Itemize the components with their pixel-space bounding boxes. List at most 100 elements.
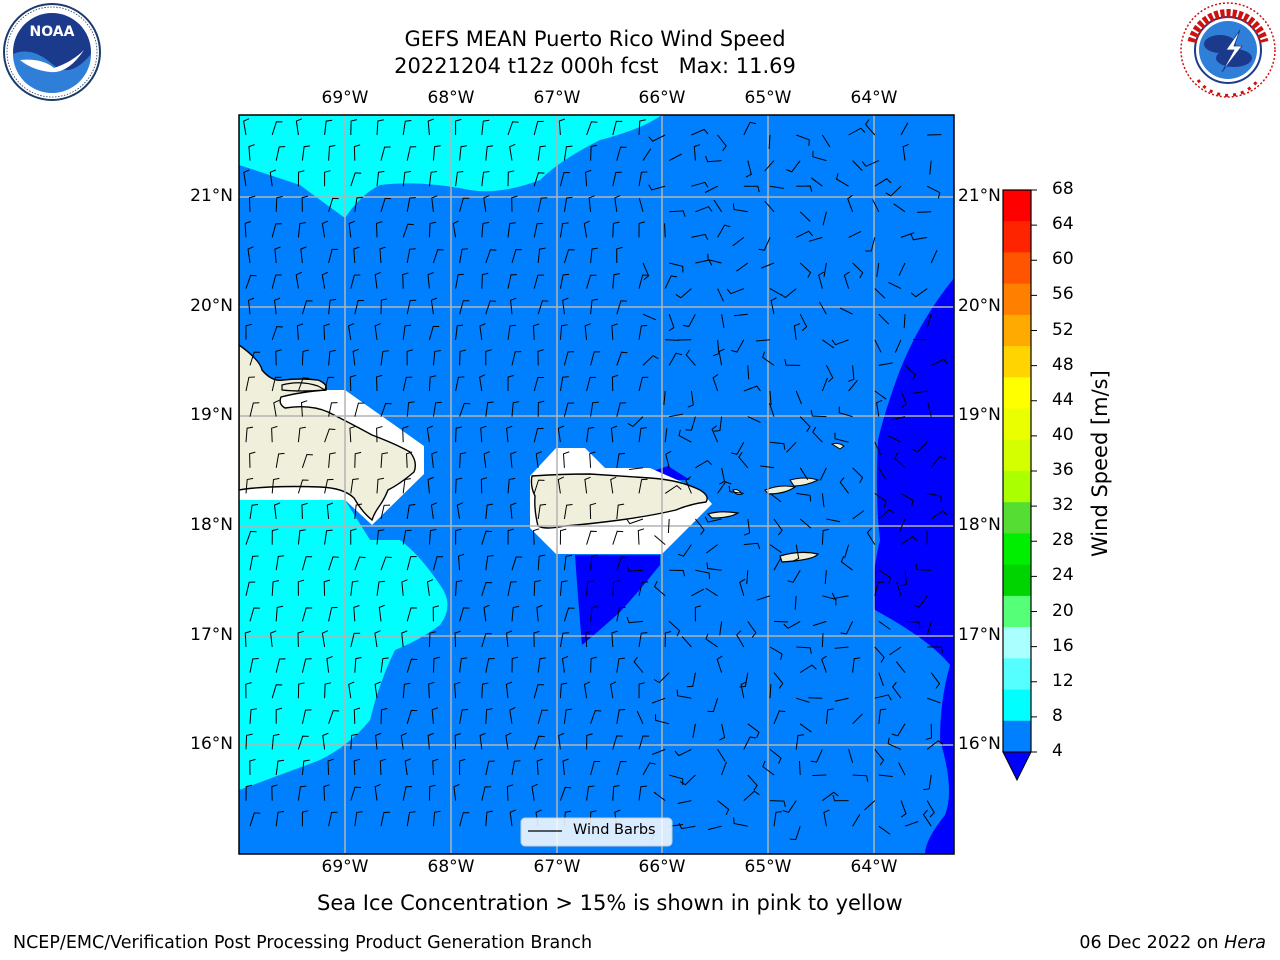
- wind-barb: [821, 134, 831, 148]
- wind-barb: [730, 441, 745, 455]
- wind-barb: [799, 518, 812, 529]
- wind-barb: [655, 714, 670, 725]
- wind-barb: [848, 127, 866, 136]
- wind-barb: [638, 198, 644, 212]
- wind-barb: [563, 607, 575, 622]
- wind-barb: [533, 684, 544, 699]
- wind-barb: [638, 324, 648, 340]
- wind-barb: [301, 759, 310, 776]
- colorbar-tick-label: 8: [1052, 705, 1063, 726]
- wind-barb: [812, 150, 827, 162]
- colorbar-tick-label: 12: [1052, 670, 1074, 691]
- wind-barb: [616, 556, 628, 571]
- wind-barb: [511, 351, 522, 366]
- wind-barb: [878, 362, 893, 366]
- wind-barb: [878, 708, 887, 724]
- lon-label-bottom: 69°W: [321, 857, 369, 877]
- wind-barb: [507, 477, 516, 494]
- colorbar-segment: [1003, 471, 1031, 503]
- wind-barb: [769, 800, 786, 808]
- wind-barb: [404, 758, 411, 776]
- wind-barb: [808, 697, 823, 699]
- wind-barb: [271, 326, 283, 340]
- wind-barb: [354, 300, 365, 315]
- colorbar-segment: [1003, 252, 1031, 285]
- wind-barb: [616, 351, 628, 366]
- wind-barb: [328, 556, 339, 571]
- colorbar-tick-label: 68: [1052, 179, 1074, 199]
- wind-barb: [586, 376, 597, 392]
- wind-barb: [432, 605, 440, 622]
- wind-barb: [653, 791, 666, 801]
- wind-barb: [275, 707, 283, 724]
- wind-barb: [874, 749, 885, 766]
- wind-barb: [832, 794, 849, 802]
- wind-barb: [507, 528, 515, 545]
- wind-barb: [824, 570, 827, 585]
- lon-label-bottom: 64°W: [850, 857, 898, 877]
- wind-barb: [557, 476, 565, 494]
- wind-barb: [685, 349, 696, 366]
- wind-barb: [271, 121, 283, 136]
- wind-barb: [533, 120, 544, 136]
- wind-barb: [848, 379, 858, 392]
- wind-barb: [769, 288, 783, 296]
- wind-barb: [668, 314, 675, 332]
- wind-barb: [638, 785, 647, 801]
- wind-barb: [900, 570, 907, 587]
- graticule: [239, 115, 954, 854]
- wind-barb: [301, 502, 308, 520]
- colorbar-segment: [1003, 502, 1031, 534]
- wind-barb: [561, 655, 569, 673]
- wind-barb: [612, 273, 620, 289]
- wind-barb: [485, 810, 493, 827]
- wind-barb: [638, 682, 646, 699]
- colorbar-segment: [1003, 346, 1031, 378]
- wind-barb: [459, 300, 470, 315]
- wind-barb: [705, 633, 718, 648]
- wind-barb: [271, 733, 280, 750]
- wind-barb: [586, 121, 598, 136]
- colorbar-tick-label: 28: [1052, 530, 1074, 551]
- wind-barb: [747, 774, 758, 791]
- wind-barb: [402, 376, 413, 392]
- wind-barb: [505, 681, 513, 699]
- lon-label-top: 66°W: [638, 88, 686, 108]
- wind-barb: [705, 155, 722, 163]
- wind-barb: [374, 681, 381, 699]
- wind-barb: [773, 672, 784, 689]
- wind-barb: [638, 376, 649, 392]
- wind-barb: [350, 528, 357, 545]
- wind-barb: [249, 607, 260, 622]
- wind-barb: [376, 477, 384, 494]
- wind-barb: [810, 177, 823, 187]
- wind-barb: [590, 656, 598, 673]
- wind-barb: [245, 477, 254, 494]
- wind-barb: [834, 646, 849, 649]
- wind-barb: [533, 479, 545, 494]
- wind-barb: [653, 672, 670, 684]
- wind-barb: [245, 376, 255, 392]
- wind-barb: [839, 307, 853, 315]
- wind-barb: [586, 427, 595, 443]
- wind-barb: [350, 580, 359, 596]
- wind-barb: [271, 223, 282, 238]
- wind-barb: [533, 580, 541, 596]
- map-title: GEFS MEAN Puerto Rico Wind Speed: [404, 27, 786, 51]
- wind-barb: [431, 195, 438, 212]
- wind-barb: [900, 536, 918, 546]
- wind-barb: [834, 432, 849, 443]
- wind-barb: [275, 555, 285, 571]
- lat-label-right: 18°N: [958, 515, 1001, 535]
- wind-barb: [821, 655, 827, 673]
- colorbar-tick-label: 20: [1052, 600, 1074, 621]
- wind-barb: [271, 784, 278, 801]
- nws-logo: [1180, 2, 1276, 98]
- wind-barb: [507, 375, 515, 392]
- wind-barb: [375, 732, 382, 750]
- wind-barb: [249, 451, 256, 468]
- wind-barb: [721, 761, 727, 776]
- wind-barb: [726, 288, 744, 295]
- wind-barb: [374, 630, 381, 648]
- lon-label-bottom: 67°W: [533, 857, 581, 877]
